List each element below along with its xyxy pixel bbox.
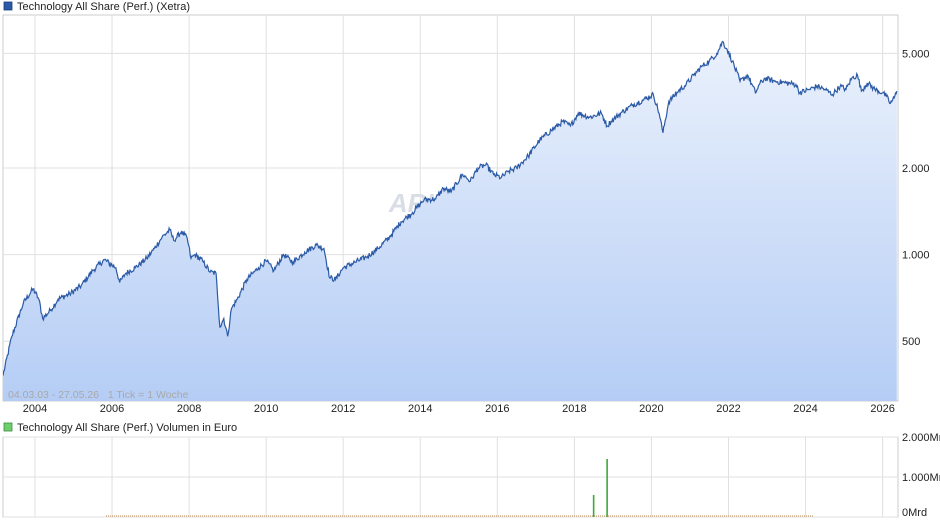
price-x-tick-label: 2016 (485, 403, 509, 415)
price-y-tick-label: 2.000 (902, 163, 930, 175)
price-x-tick-label: 2014 (408, 403, 432, 415)
price-x-tick-label: 2022 (716, 403, 740, 415)
volume-y-tick-label: 0Mrd (902, 507, 927, 519)
price-x-tick-label: 2010 (254, 403, 278, 415)
volume-grid (3, 436, 898, 518)
price-x-tick-label: 2008 (177, 403, 201, 415)
price-x-tick-label: 2012 (331, 403, 355, 415)
volume-y-tick-label: 2.000Mrd (902, 432, 940, 444)
price-legend: Technology All Share (Perf.) (Xetra) (3, 1, 190, 13)
price-x-tick-label: 2026 (870, 403, 894, 415)
price-line (3, 40, 898, 376)
price-y-tick-label: 5.000 (902, 48, 930, 60)
price-x-tick-label: 2004 (23, 403, 47, 415)
green-square-icon (3, 422, 13, 432)
blue-square-icon (3, 1, 13, 11)
volume-legend: Technology All Share (Perf.) Volumen in … (3, 422, 237, 434)
volume-bar (606, 459, 608, 517)
price-area (3, 41, 897, 401)
info-text: 04.03.03 - 27.05.26 1 Tick = 1 Woche (8, 389, 189, 401)
volume-chart-title: Technology All Share (Perf.) Volumen in … (17, 422, 237, 434)
volume-y-axis: 0Mrd 1.000Mrd 2.000Mrd (902, 432, 940, 519)
price-y-tick-label: 1.000 (902, 250, 930, 262)
price-x-tick-label: 2020 (639, 403, 663, 415)
volume-bar (592, 495, 595, 517)
price-x-tick-label: 2006 (100, 403, 124, 415)
price-x-tick-label: 2024 (793, 403, 817, 415)
price-y-axis: 500 1.000 2.000 5.000 (902, 48, 930, 348)
price-x-axis: 2004 2006 2008 2010 2012 2014 2016 2018 2020 2022… (23, 403, 895, 415)
volume-panel: 0Mrd 1.000Mrd 2.000Mrd (2, 432, 940, 519)
volume-y-tick-label: 1.000Mrd (902, 472, 940, 484)
volume-bars (592, 459, 608, 517)
price-chart-title: Technology All Share (Perf.) (Xetra) (17, 1, 190, 13)
price-y-tick-label: 500 (902, 336, 920, 348)
price-x-tick-label: 2018 (562, 403, 586, 415)
